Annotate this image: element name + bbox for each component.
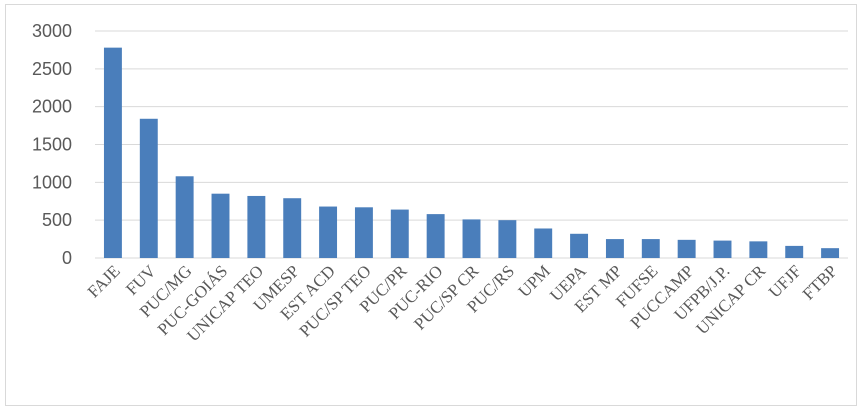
bar <box>534 228 553 258</box>
bar <box>139 118 158 258</box>
y-tick-label: 2500 <box>32 59 72 79</box>
bar <box>462 219 481 258</box>
bar <box>319 206 338 258</box>
bar <box>247 195 266 258</box>
bar <box>821 248 840 258</box>
bar <box>641 239 660 258</box>
bar <box>283 198 302 258</box>
bar <box>677 239 696 258</box>
bar <box>390 209 409 258</box>
y-tick-label: 1000 <box>32 172 72 192</box>
y-tick-label: 1500 <box>32 135 72 155</box>
bar <box>570 233 589 258</box>
bar <box>175 176 194 258</box>
bar <box>426 214 445 258</box>
bar <box>103 47 122 258</box>
x-tick-label: FAJE <box>84 261 124 301</box>
bars <box>103 47 840 258</box>
bar <box>713 240 732 258</box>
bar <box>749 241 768 258</box>
y-axis-ticks: 0 500 1000 1500 2000 2500 3000 <box>32 21 72 268</box>
bar <box>498 220 517 258</box>
bar <box>211 193 230 258</box>
x-tick-label: UFJF <box>765 261 805 301</box>
bar <box>354 207 373 258</box>
bar <box>605 239 624 258</box>
y-tick-label: 500 <box>42 210 72 230</box>
y-tick-label: 3000 <box>32 21 72 41</box>
x-tick-label: FTBP <box>799 261 841 303</box>
y-tick-label: 2000 <box>32 97 72 117</box>
y-tick-label: 0 <box>62 248 72 268</box>
bar <box>785 245 804 258</box>
